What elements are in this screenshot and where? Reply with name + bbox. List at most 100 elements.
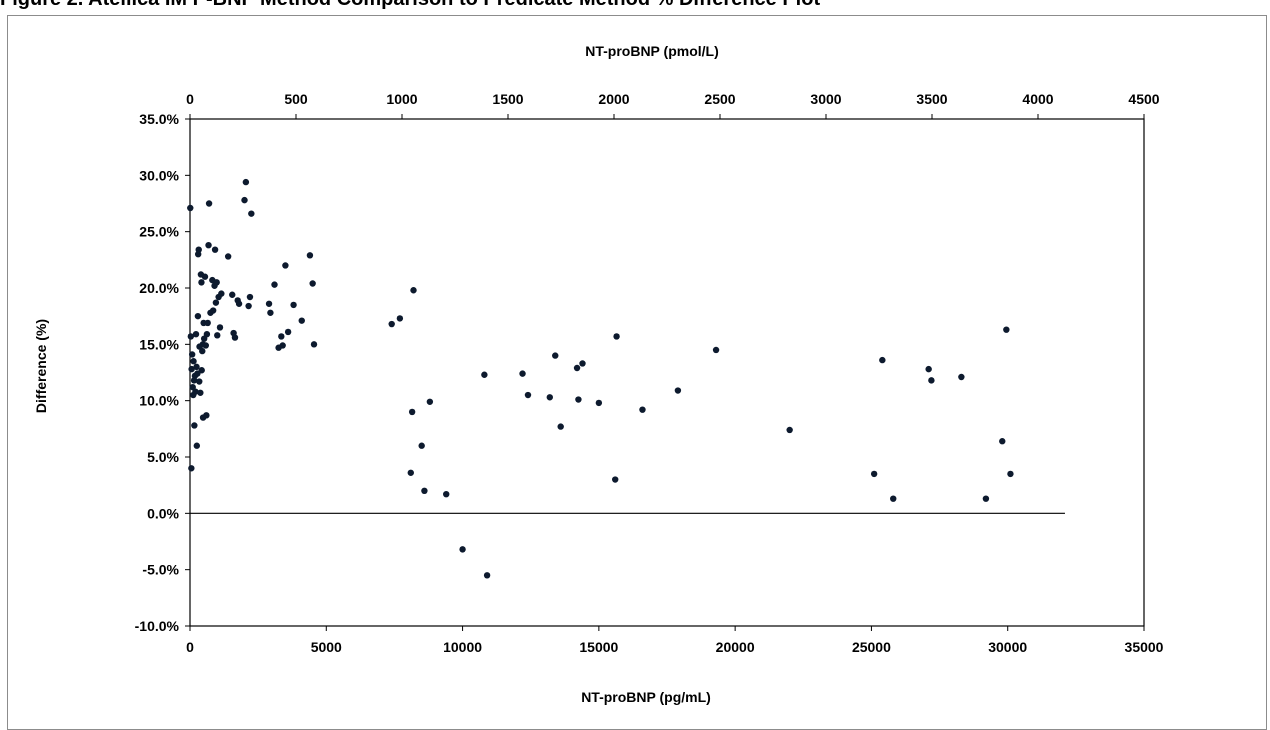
data-point (241, 196, 248, 204)
plot-area (189, 118, 1145, 627)
data-point (193, 442, 201, 449)
data-point (1007, 470, 1014, 478)
data-point (216, 324, 224, 331)
data-point (418, 442, 425, 449)
data-point (235, 300, 243, 307)
data-point (410, 287, 417, 294)
data-point (193, 363, 200, 371)
data-point (573, 364, 581, 372)
data-point (214, 332, 221, 339)
data-point (310, 341, 318, 348)
data-point (201, 273, 209, 280)
x-tick-label: 15000 (579, 639, 618, 655)
data-point (192, 330, 200, 338)
data-point (203, 412, 210, 419)
data-point (284, 328, 292, 336)
data-point (187, 204, 194, 212)
y-tick-label: 15.0% (139, 336, 179, 352)
data-point (204, 319, 211, 327)
data-point (481, 371, 488, 378)
data-point (639, 406, 646, 413)
data-point (209, 307, 217, 314)
data-point (546, 394, 553, 401)
data-point (982, 495, 990, 502)
data-point (199, 347, 206, 355)
data-point (187, 333, 195, 340)
data-point (195, 246, 202, 253)
data-point (388, 320, 395, 328)
data-point (557, 423, 564, 430)
data-point (205, 200, 213, 207)
y-tick-label: 10.0% (139, 393, 179, 409)
x2-tick-label: 4500 (1128, 91, 1159, 107)
x-tick-label: 30000 (988, 639, 1027, 655)
data-point (958, 373, 965, 381)
x2-tick-label: 3000 (810, 91, 841, 107)
data-point (278, 333, 285, 340)
data-point (188, 365, 195, 373)
x2-axis-title: NT-proBNP (pmol/L) (585, 43, 719, 59)
data-point (188, 465, 195, 472)
data-point (229, 291, 236, 298)
data-point (188, 351, 196, 358)
y-tick-label: 35.0% (139, 111, 179, 127)
data-point (879, 356, 886, 364)
data-point (218, 290, 225, 297)
x-tick-label: 20000 (716, 639, 755, 655)
x2-tick-label: 2000 (598, 91, 629, 107)
data-point (203, 330, 211, 338)
data-point (190, 358, 197, 365)
y-axis-title: Difference (%) (33, 319, 49, 413)
data-point (198, 367, 205, 374)
data-point (211, 246, 219, 253)
data-point (613, 333, 620, 340)
x2-tick-label: 4000 (1022, 91, 1053, 107)
y-axis-ticks: -10.0% -5.0% 0.0% 5.0% 10.0% 15.0% 20.0% 25.0% 3… (135, 111, 190, 634)
data-point (205, 241, 212, 249)
data-point (575, 396, 582, 403)
data-point (612, 476, 619, 483)
data-point (224, 253, 232, 260)
data-point (483, 572, 491, 579)
data-point (519, 370, 526, 377)
data-point (408, 408, 416, 416)
data-point (712, 346, 720, 354)
data-point (212, 299, 220, 306)
x-tick-label: 0 (186, 639, 194, 655)
data-point (191, 422, 198, 429)
x-tick-label: 25000 (852, 639, 891, 655)
data-point (443, 490, 450, 498)
data-point (999, 438, 1006, 445)
y-tick-label: 0.0% (147, 505, 179, 521)
data-points (187, 178, 1014, 579)
y-tick-label: 20.0% (139, 280, 179, 296)
data-point (282, 262, 289, 269)
x2-tick-label: 500 (284, 91, 308, 107)
data-point (524, 391, 532, 399)
data-point (197, 389, 204, 396)
y-tick-label: 5.0% (147, 449, 179, 465)
data-point (396, 315, 404, 322)
data-point (306, 252, 314, 259)
data-point (248, 210, 255, 217)
y-tick-label: -10.0% (135, 618, 180, 634)
x2-tick-label: 1500 (492, 91, 523, 107)
data-point (298, 317, 305, 324)
x-tick-label: 35000 (1125, 639, 1164, 655)
data-point (192, 388, 199, 395)
data-point (271, 281, 278, 288)
data-point (786, 426, 793, 434)
data-point (265, 300, 273, 307)
data-point (290, 301, 297, 309)
data-point (459, 546, 466, 553)
x2-axis-ticks: 0 500 1000 1500 2000 2500 3000 3500 4000 4500 (186, 91, 1160, 119)
data-point (407, 469, 414, 476)
figure-title: Figure 2. Atellica IM P-BNP Method Compa… (0, 0, 820, 11)
data-point (928, 377, 935, 384)
y-tick-label: 25.0% (139, 224, 179, 240)
data-point (246, 293, 254, 301)
data-point (579, 360, 586, 367)
y-tick-label: 30.0% (139, 167, 179, 183)
x-tick-label: 10000 (443, 639, 482, 655)
